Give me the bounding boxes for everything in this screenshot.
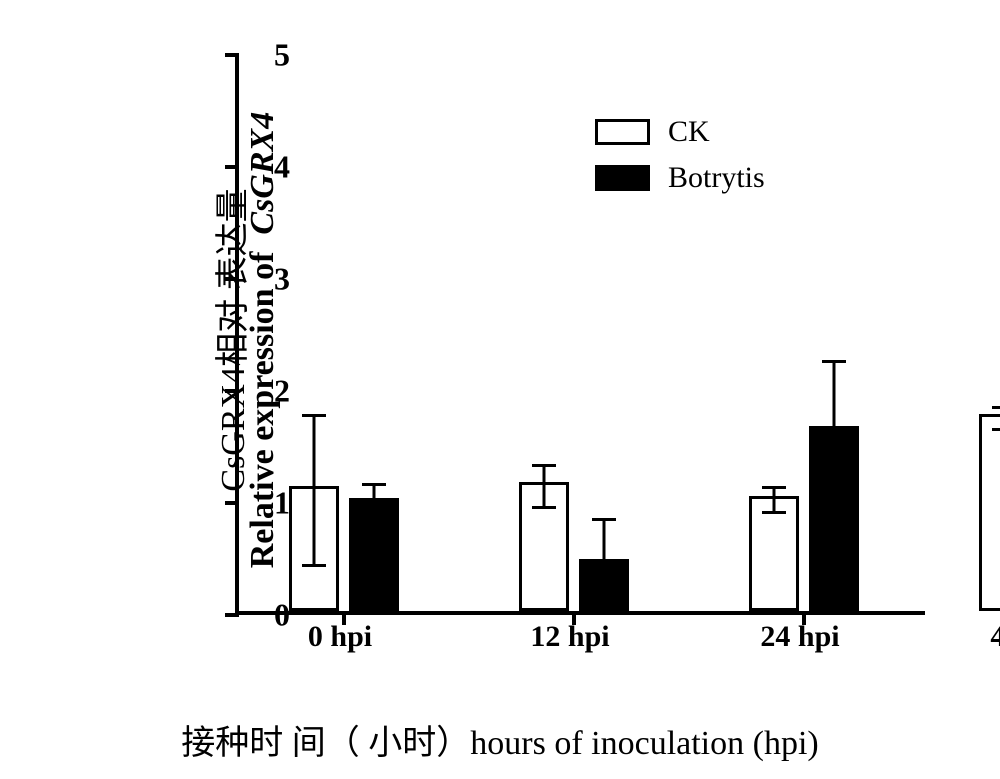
error-cap-top — [302, 414, 326, 417]
error-bar — [603, 519, 606, 609]
error-cap-bottom — [822, 499, 846, 502]
legend-item-ck: CK — [595, 115, 765, 149]
legend-swatch — [595, 165, 650, 191]
error-bar — [313, 415, 316, 565]
plot-area — [235, 55, 925, 615]
error-cap-bottom — [532, 506, 556, 509]
x-title-en: hours of inoculation (hpi) — [470, 725, 818, 762]
chart-container: 012345 0 hpi12 hpi24 hpi48 hpi CKBotryti… — [175, 40, 935, 660]
legend: CK Botrytis — [595, 115, 765, 207]
x-tick-label: 48 hpi — [990, 620, 1000, 654]
y-tick-label: 2 — [274, 373, 290, 410]
error-cap-bottom — [302, 564, 326, 567]
legend-label: Botrytis — [668, 161, 765, 195]
error-cap-bottom — [362, 519, 386, 522]
x-axis-title: 接种时 间（ 小时）hours of inoculation (hpi) — [181, 715, 818, 764]
x-tick-label: 24 hpi — [760, 620, 839, 654]
x-title-cn: 接种时 间（ 小时） — [181, 725, 470, 762]
y-tick — [225, 53, 239, 57]
y-tick — [225, 277, 239, 281]
error-bar — [543, 465, 546, 508]
error-cap-bottom — [992, 428, 1000, 431]
error-cap-top — [822, 360, 846, 363]
error-cap-top — [592, 518, 616, 521]
y-tick — [225, 165, 239, 169]
x-tick-label: 12 hpi — [530, 620, 609, 654]
error-cap-bottom — [762, 511, 786, 514]
error-bar — [773, 487, 776, 512]
y-tick-label: 5 — [274, 37, 290, 74]
legend-item-botrytis: Botrytis — [595, 161, 765, 195]
bar-ck-3 — [979, 414, 1000, 611]
error-cap-top — [992, 406, 1000, 409]
y-tick-label: 0 — [274, 597, 290, 634]
error-bar — [373, 484, 376, 520]
y-tick — [225, 501, 239, 505]
y-tick — [225, 613, 239, 617]
error-cap-top — [762, 486, 786, 489]
legend-swatch — [595, 119, 650, 145]
y-tick-label: 1 — [274, 485, 290, 522]
error-bar — [833, 361, 836, 500]
y-tick — [225, 389, 239, 393]
error-cap-top — [532, 464, 556, 467]
y-tick-label: 3 — [274, 261, 290, 298]
error-cap-top — [362, 483, 386, 486]
error-cap-bottom — [592, 607, 616, 610]
y-tick-label: 4 — [274, 149, 290, 186]
legend-label: CK — [668, 115, 710, 149]
x-tick-label: 0 hpi — [308, 620, 372, 654]
